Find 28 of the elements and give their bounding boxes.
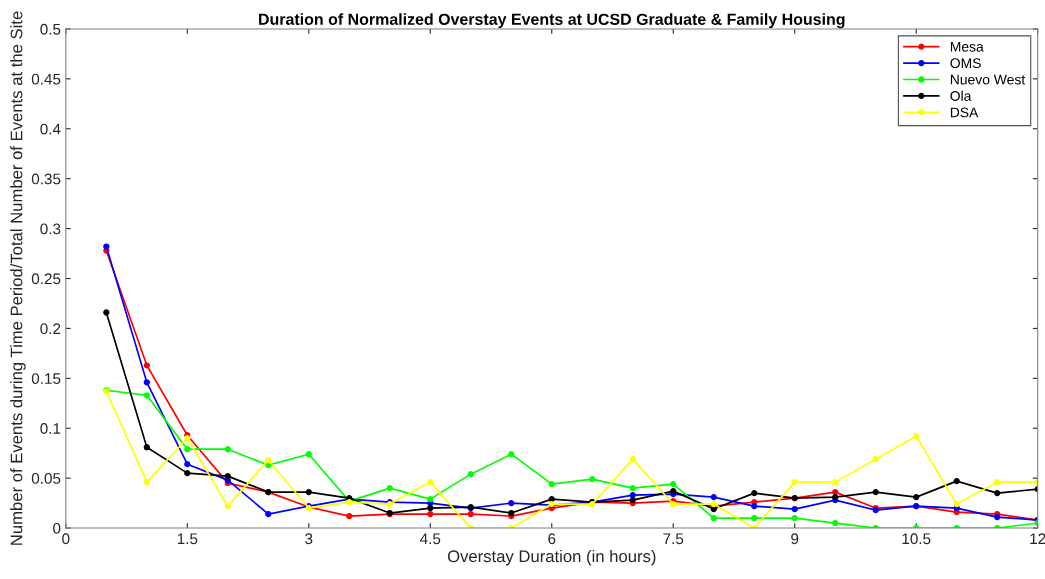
x-tick-label: 4.5 [420,533,441,545]
x-tick-label: 12 [1030,533,1045,544]
legend-label: OMS [950,58,981,69]
x-tick-label: 9 [791,533,799,545]
x-tick-label: 6 [548,533,556,545]
x-tick-label: 7.5 [663,533,684,545]
y-tick-label: 0 [53,522,61,534]
y-tick-label: 0.45 [31,73,61,85]
legend-label: DSA [950,107,979,118]
y-tick-label: 0.05 [31,473,61,484]
y-tick-label: 0.35 [31,173,61,185]
legend-label: Nuevo West [950,74,1026,85]
y-axis-title: Number of Events during Time Period/Total Number of Events at the Site [10,11,26,545]
y-tick-label: 0.5 [40,23,61,35]
x-axis-title: Overstay Duration (in hours) [447,549,656,566]
y-tick-label: 0.4 [40,123,61,135]
chart-title: Duration of Normalized Overstay Events at UCSD Graduate & Family Housing [259,13,845,29]
y-tick-label: 0.25 [31,273,61,285]
x-tick-label: 1.5 [177,533,198,545]
y-tick-label: 0.2 [40,323,61,335]
y-tick-label: 0.3 [40,223,61,235]
x-tick-label: 10.5 [902,533,931,545]
x-tick-label: 0 [62,533,70,545]
x-tick-label: 3 [305,533,313,545]
y-tick-label: 0.15 [31,373,61,384]
legend-label: Ola [950,90,972,101]
legend-label: Mesa [950,41,984,52]
y-tick-label: 0.1 [40,423,61,434]
